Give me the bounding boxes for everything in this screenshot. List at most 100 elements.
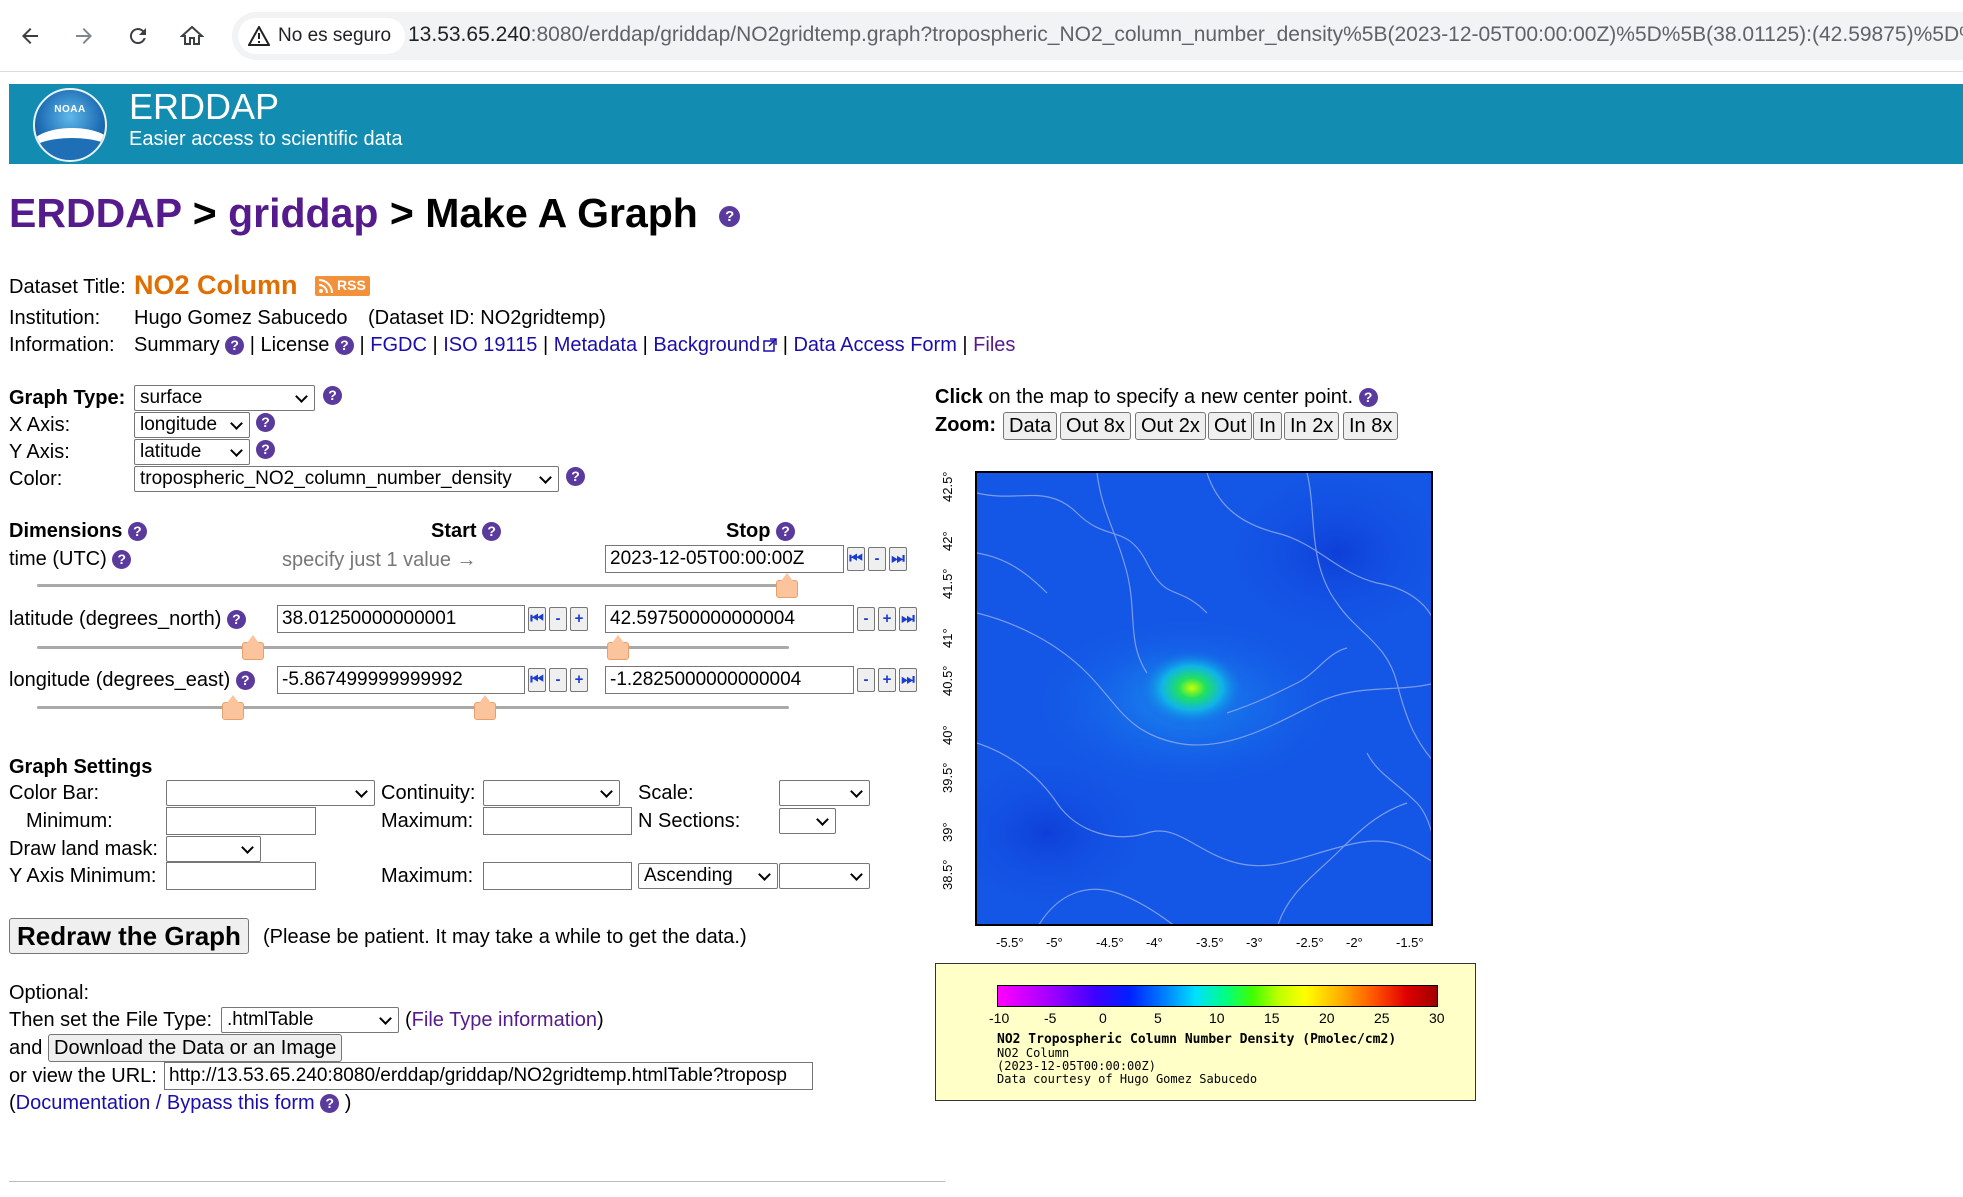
latitude-stop-thumb[interactable]	[607, 635, 629, 660]
graph-type-help-icon[interactable]: ?	[323, 386, 342, 405]
longitude-start-minus-button[interactable]: -	[549, 668, 567, 692]
longitude-start-first-button[interactable]: ⏮	[528, 668, 546, 692]
help-icon[interactable]: ?	[719, 205, 741, 227]
n-sections-select[interactable]	[779, 808, 836, 834]
security-chip[interactable]: No es seguro	[238, 18, 406, 54]
scale-select[interactable]	[779, 780, 870, 806]
iso-19115-link[interactable]: ISO 19115	[443, 334, 538, 356]
zoom-data-button[interactable]: Data	[1003, 412, 1058, 440]
files-link[interactable]: Files	[973, 334, 1016, 356]
breadcrumb-erddap-link[interactable]: ERDDAP	[9, 190, 182, 236]
metadata-link[interactable]: Metadata	[553, 334, 638, 356]
address-bar[interactable]: No es seguro 13.53.65.240:8080/erddap/gr…	[232, 12, 1963, 60]
graph-settings-header: Graph Settings	[9, 756, 153, 778]
home-button[interactable]	[170, 14, 214, 58]
no2-map-image[interactable]	[975, 471, 1433, 926]
zoom-in-button[interactable]: In	[1253, 412, 1282, 440]
latitude-start-plus-button[interactable]: +	[570, 607, 588, 631]
license-label: License	[260, 334, 330, 356]
click-help-icon[interactable]: ?	[1358, 388, 1378, 408]
color-bar-select[interactable]	[166, 780, 375, 806]
fgdc-link[interactable]: FGDC	[370, 334, 427, 356]
zoom-out-8x-button[interactable]: Out 8x	[1060, 412, 1131, 440]
rss-button[interactable]: RSS	[315, 276, 370, 296]
time-minus-button[interactable]: -	[868, 547, 886, 571]
view-url-input[interactable]: http://13.53.65.240:8080/erddap/griddap/…	[164, 1062, 813, 1090]
breadcrumb-griddap-link[interactable]: griddap	[228, 190, 379, 236]
dimensions-help-icon[interactable]: ?	[127, 522, 147, 542]
data-access-form-link[interactable]: Data Access Form	[793, 334, 957, 356]
x-axis-select[interactable]: longitude	[134, 412, 250, 438]
continuity-select[interactable]	[483, 780, 620, 806]
longitude-stop-plus-button[interactable]: +	[878, 668, 896, 692]
minimum-input[interactable]	[166, 807, 316, 835]
latitude-tick-label: 39.5°	[940, 762, 955, 793]
latitude-start-input[interactable]: 38.01250000000001	[277, 605, 525, 633]
longitude-tick-label: -5.5°	[996, 935, 1024, 950]
zoom-out-2x-button[interactable]: Out 2x	[1135, 412, 1206, 440]
time-last-button[interactable]: ⏭	[889, 547, 907, 571]
color-help-icon[interactable]: ?	[566, 467, 585, 486]
latitude-stop-last-button[interactable]: ⏭	[899, 607, 917, 631]
longitude-start-plus-button[interactable]: +	[570, 668, 588, 692]
download-button[interactable]: Download the Data or an Image	[48, 1034, 343, 1062]
time-first-button[interactable]: ⏮	[847, 547, 865, 571]
longitude-start-thumb[interactable]	[222, 695, 244, 720]
x-axis-help-icon[interactable]: ?	[256, 413, 275, 432]
color-variable-select[interactable]: tropospheric_NO2_column_number_density	[134, 466, 559, 492]
documentation-help-icon[interactable]: ?	[320, 1094, 340, 1114]
land-mask-select[interactable]	[166, 836, 261, 862]
latitude-stop-minus-button[interactable]: -	[857, 607, 875, 631]
file-type-info-link[interactable]: File Type information	[411, 1009, 597, 1031]
y-axis-help-icon[interactable]: ?	[256, 440, 275, 459]
longitude-stop-thumb[interactable]	[474, 695, 496, 720]
latitude-start-minus-button[interactable]: -	[549, 607, 567, 631]
forward-button[interactable]	[62, 14, 106, 58]
y-axis-minimum-input[interactable]	[166, 862, 316, 890]
time-help-icon[interactable]: ?	[112, 550, 132, 570]
y-axis-label: Y Axis:	[9, 441, 70, 463]
file-type-select[interactable]: .htmlTable	[221, 1007, 399, 1033]
latitude-stop-input[interactable]: 42.597500000000004	[605, 605, 854, 633]
license-help-icon[interactable]: ?	[334, 336, 354, 356]
y-axis-maximum-input[interactable]	[483, 862, 632, 890]
zoom-in-2x-button[interactable]: In 2x	[1284, 412, 1340, 440]
longitude-stop-minus-button[interactable]: -	[857, 668, 875, 692]
time-stop-input[interactable]: 2023-12-05T00:00:00Z	[605, 545, 844, 573]
back-button[interactable]	[8, 14, 52, 58]
background-link[interactable]: Background	[653, 334, 761, 356]
y-axis-scale-select[interactable]	[779, 863, 870, 889]
url-text[interactable]: 13.53.65.240:8080/erddap/griddap/NO2grid…	[408, 23, 1963, 47]
breadcrumb-separator: >	[181, 190, 229, 236]
longitude-stop-last-button[interactable]: ⏭	[899, 668, 917, 692]
documentation-link[interactable]: Documentation / Bypass this form	[15, 1092, 315, 1114]
time-slider-thumb[interactable]	[776, 573, 798, 598]
latitude-help-icon[interactable]: ?	[226, 610, 246, 630]
latitude-start-first-button[interactable]: ⏮	[528, 607, 546, 631]
view-url-label: or view the URL:	[9, 1065, 157, 1087]
reload-button[interactable]	[116, 14, 160, 58]
maximum-input[interactable]	[483, 807, 632, 835]
summary-help-icon[interactable]: ?	[225, 336, 245, 356]
longitude-help-icon[interactable]: ?	[235, 671, 255, 691]
and-label: and	[9, 1037, 43, 1059]
noaa-logo[interactable]: NOAA	[33, 88, 107, 162]
graph-type-select[interactable]: surface	[134, 385, 315, 411]
click-hint-bold: Click	[935, 386, 983, 408]
y-axis-select[interactable]: latitude	[134, 439, 250, 465]
longitude-stop-input[interactable]: -1.2825000000000004	[605, 666, 854, 694]
time-slider-track[interactable]	[37, 584, 789, 587]
redraw-graph-button[interactable]: Redraw the Graph	[9, 918, 249, 954]
stop-help-icon[interactable]: ?	[776, 522, 795, 542]
latitude-start-thumb[interactable]	[242, 635, 264, 660]
latitude-stop-plus-button[interactable]: +	[878, 607, 896, 631]
zoom-out-button[interactable]: Out	[1208, 412, 1253, 440]
longitude-slider-track[interactable]	[37, 706, 789, 709]
zoom-in-8x-button[interactable]: In 8x	[1343, 412, 1399, 440]
page-title: Make A Graph	[425, 190, 698, 236]
start-help-icon[interactable]: ?	[482, 522, 502, 542]
y-axis-order-select[interactable]: Ascending	[638, 863, 778, 889]
latitude-slider-track[interactable]	[37, 646, 789, 649]
longitude-start-input[interactable]: -5.867499999999992	[277, 666, 525, 694]
land-mask-label: Draw land mask:	[9, 838, 158, 860]
